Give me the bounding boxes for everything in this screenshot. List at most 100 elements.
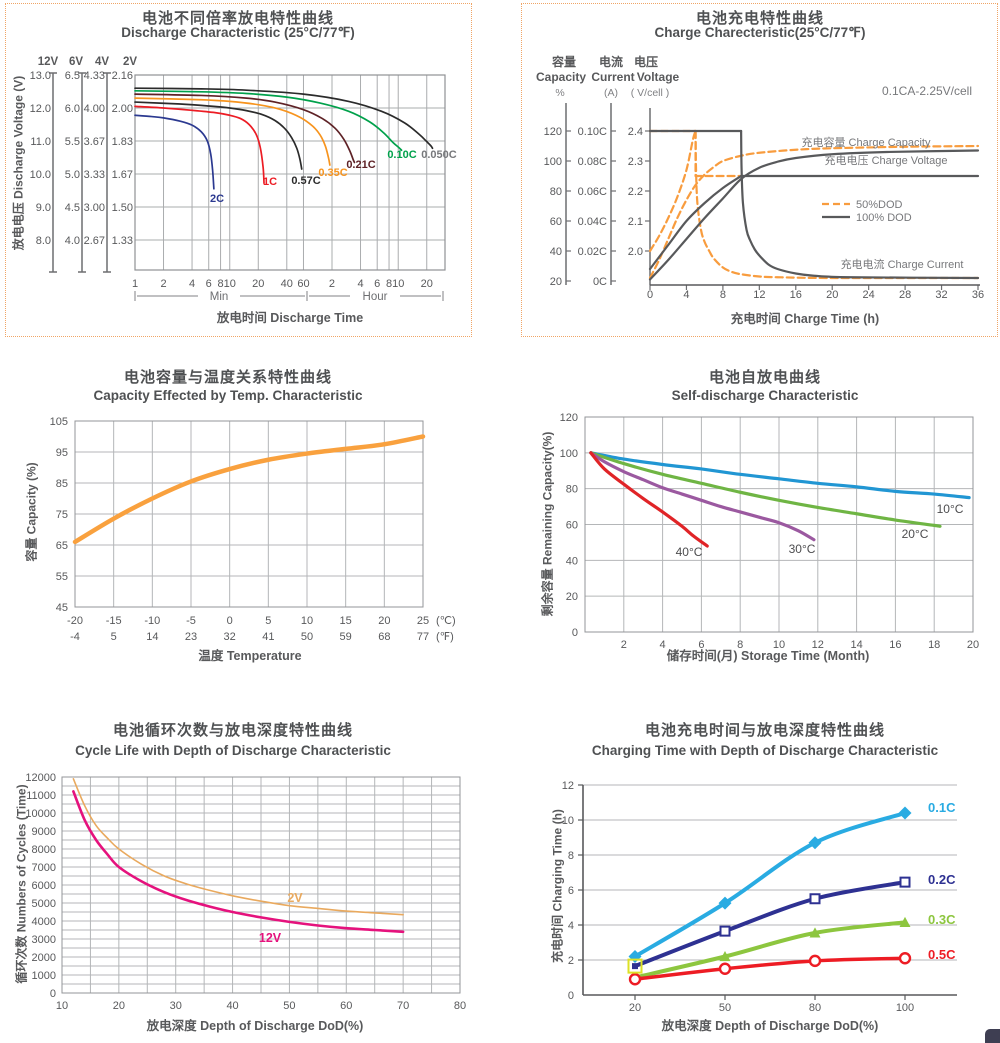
tick-label: 14 [850,639,862,651]
chart-label: 10°C [937,502,964,516]
discharge-panel-border [5,3,472,337]
discharge-title-zh: 电池不同倍率放电特性曲线 [141,10,334,27]
tick-label: 12 [753,289,765,301]
tick-label: 45 [56,602,68,614]
page-corner-decoration [985,1029,1000,1043]
marker-0.5C [808,954,822,968]
tick-label: 4.00 [84,103,105,115]
tick-label: 2 [160,278,166,290]
tick-label: 5.0 [65,169,80,181]
tick-label: 0.08C [578,156,607,168]
tick-label: -4 [70,631,80,643]
tick-label: 20 [378,615,390,627]
cycle-life-title-en: Cycle Life with Depth of Discharge Chara… [75,743,391,758]
tick-label: 2.2 [628,186,643,198]
tick-label: 10 [562,815,574,827]
chart-self-discharge: 0 20 40 60 80 100 120 2 4 6 8 10 12 14 16 18 20 储存时间(月) S… [560,412,979,663]
chart-label: 2C [210,193,224,205]
series-1C [134,105,265,185]
series-20C [589,451,942,528]
tick-label: 0 [568,990,574,1002]
chart-label: 1C [263,176,277,188]
tick-label: 5.5 [65,136,80,148]
tick-label: 50 [283,1000,295,1012]
marker-0.1C [808,836,822,850]
tick-label: 100 [544,156,562,168]
tick-label: 5 [111,631,117,643]
tick-label: 6 [374,278,380,290]
cycle-life-y-axis-title: 循环次数 Numbers of Cycles (Time) [14,784,29,984]
chart-label: 0.10C [387,149,416,161]
tick-label: 80 [454,1000,466,1012]
chart-charging-time: 0 2 4 6 8 10 12 20 50 80 100 放电深度 Depth of Discharg… [562,780,957,1033]
tick-label: 2.0 [628,246,643,258]
series-10C [589,451,971,500]
chart-label: 温度 Temperature [198,648,301,663]
chart-label: 12V [38,56,59,68]
tick-label: 9.0 [36,202,51,214]
tick-label: 4 [357,278,363,290]
chart-label: 电压 [634,54,658,69]
discharge-y-axis-title: 放电电压 Discharge Voltage (V) [11,75,26,251]
series-30C [589,451,816,542]
capacity-temp-title-zh: 电池容量与温度关系特性曲线 [123,369,332,386]
chart-label: 0.5C [928,947,956,962]
chart-label: (℉) [436,631,454,643]
chart-label: 2V [123,56,137,68]
tick-label: 4 [683,289,689,301]
tick-label: 4 [189,278,195,290]
chart-label: 放电时间 Discharge Time [216,310,363,325]
tick-label: 14 [146,631,158,643]
tick-label: 20 [826,289,838,301]
tick-label: 18 [928,639,940,651]
tick-label: 40 [281,278,293,290]
chart-label: 0.1CA-2.25V/cell [882,84,972,98]
tick-label: 8 [218,278,224,290]
series-0.35C [134,97,331,166]
tick-label: 11000 [26,790,56,802]
series-cur-100dod-decay [740,129,980,280]
tick-label: 41 [262,631,274,643]
plot-frame [584,416,974,633]
chart-label: 4V [95,56,109,68]
tick-label: 20 [550,276,562,288]
tick-label: 32 [224,631,236,643]
tick-label: 8 [568,850,574,862]
chart-label: % [555,87,564,99]
tick-label: 20 [967,639,979,651]
chart-label: 容量 [551,54,576,69]
chart-label: 40°C [676,545,703,559]
marker-0.1C [898,806,912,820]
tick-label: 2 [568,955,574,967]
tick-label: 0 [572,627,578,639]
series-volt-50dod-rise [648,129,697,253]
tick-label: 5 [265,615,271,627]
tick-label: 10 [301,615,313,627]
chart-label: (℃) [436,615,456,627]
chart-label: Hour [363,291,388,303]
chart-label: ( V/cell ) [631,87,670,99]
tick-label: 24 [863,289,875,301]
tick-label: 5000 [32,898,56,910]
tick-label: 120 [544,126,562,138]
tick-label: 20 [629,1002,641,1014]
tick-label: 8 [720,289,726,301]
tick-label: 100 [896,1002,914,1014]
tick-label: 2.67 [84,235,105,247]
tick-label: 4 [568,920,574,932]
chart-label: 2V [287,891,303,905]
tick-label: 8.0 [36,235,51,247]
tick-label: 50 [719,1002,731,1014]
tick-label: 1.67 [112,169,133,181]
series-volt-50dod-float [694,129,743,178]
chart-label: 6V [69,56,83,68]
chart-charge: 120100806040200.10C0.08C0.06C0.04C0.02C0… [536,54,984,326]
chart-label: 充电电压 Charge Voltage [825,153,948,167]
tick-label: 3000 [32,934,56,946]
tick-label: 0.06C [578,186,607,198]
chart-label: 50%DOD [856,199,903,211]
series-0.1C [633,811,907,959]
tick-label: 10.0 [30,169,51,181]
series-0.57C [134,101,303,170]
chart-label: Current [591,70,634,84]
